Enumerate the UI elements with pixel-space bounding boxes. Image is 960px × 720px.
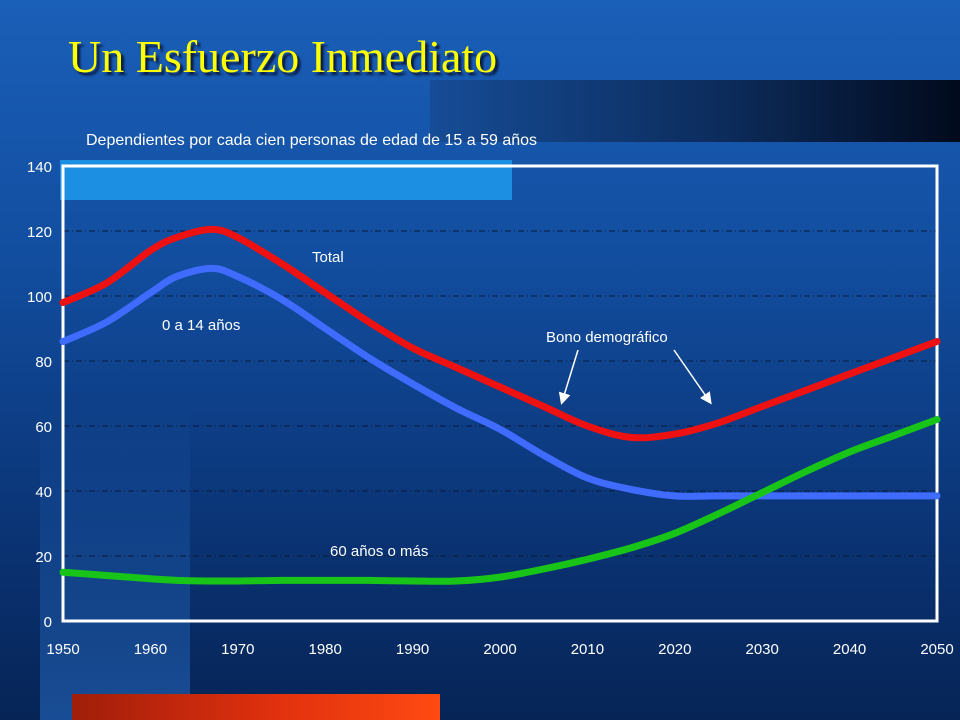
header-bar (430, 80, 960, 142)
slide-title: Un Esfuerzo Inmediato (68, 31, 498, 82)
x-tick-label: 2020 (658, 641, 691, 658)
annotation-label: 0 a 14 años (162, 317, 240, 334)
arrow-left (558, 349, 579, 405)
annotation-label: 60 años o más (330, 543, 428, 560)
x-tick-label: 1980 (309, 641, 342, 658)
y-tick-label: 80 (35, 354, 52, 371)
series-line-1 (59, 264, 941, 500)
x-tick-label: 1950 (46, 641, 79, 658)
y-tick-label: 60 (35, 419, 52, 436)
y-tick-label: 120 (27, 224, 52, 241)
x-tick-label: 2050 (920, 641, 953, 658)
y-tick-label: 140 (27, 159, 52, 176)
y-tick-label: 20 (35, 549, 52, 566)
annotation-label: Total (312, 249, 344, 266)
x-tick-label: 2010 (571, 641, 604, 658)
x-tick-label: 1990 (396, 641, 429, 658)
x-tick-label: 1960 (134, 641, 167, 658)
bono-arrows (558, 349, 712, 405)
x-tick-label: 1970 (221, 641, 254, 658)
x-tick-label: 2030 (746, 641, 779, 658)
y-axis-ticks: 0 20 40 60 80 100 120 140 (27, 159, 52, 631)
footer-bar (72, 694, 440, 720)
y-tick-label: 100 (27, 289, 52, 306)
series-labels: Total 0 a 14 años 60 años o más Bono demogr… (162, 249, 668, 560)
chart-subtitle: Dependientes por cada cien personas de e… (86, 132, 537, 149)
background-strip (40, 400, 190, 720)
series-line-0 (59, 225, 941, 442)
y-tick-label: 40 (35, 484, 52, 501)
x-tick-label: 2000 (483, 641, 516, 658)
x-tick-label: 2040 (833, 641, 866, 658)
y-tick-label: 0 (44, 614, 52, 631)
series-line-2 (59, 416, 941, 585)
plot-frame (61, 164, 939, 623)
series-lines (59, 225, 941, 585)
x-axis-ticks: 1950 1960 1970 1980 1990 2000 2010 2020 2030 2040… (46, 641, 953, 658)
arrow-right (673, 349, 712, 405)
annotation-label: Bono demográfico (546, 329, 668, 346)
